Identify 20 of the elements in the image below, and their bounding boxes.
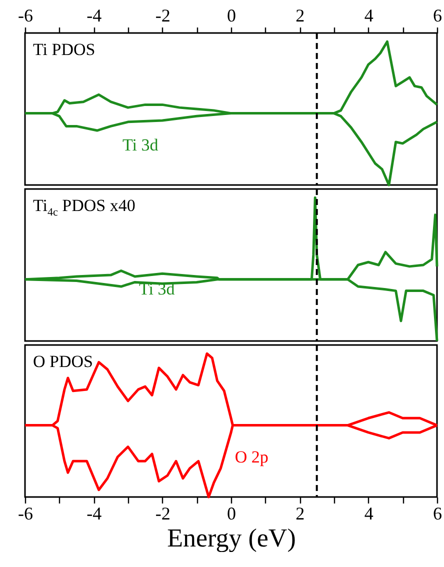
x-tick-label: -6 (18, 504, 33, 524)
x2-tick-label: -6 (18, 6, 33, 26)
x-tick-label: 2 (296, 504, 305, 524)
x-tick-label: -2 (155, 504, 170, 524)
x2-tick-label: -2 (155, 6, 170, 26)
chart-title: O PDOS (33, 352, 93, 372)
x-axis-title: Energy (eV) (167, 524, 296, 552)
x-tick-label: 4 (364, 504, 374, 524)
x2-tick-label: 6 (433, 6, 442, 26)
x2-tick-label: -4 (86, 6, 102, 26)
annotation: O 2p (234, 447, 268, 466)
x2-tick-label: 4 (364, 6, 374, 26)
x-tick-label: 0 (227, 504, 236, 524)
chart-title: Ti PDOS (33, 40, 96, 60)
chart-title: Ti$_{4c}$ PDOS x40 (33, 196, 136, 218)
annotation: Ti 3d (122, 135, 159, 154)
x2-tick-label: 2 (296, 6, 305, 26)
x2-tick-label: 0 (227, 6, 236, 26)
x-tick-label: -4 (86, 504, 102, 524)
x-tick-label: 6 (433, 504, 442, 524)
